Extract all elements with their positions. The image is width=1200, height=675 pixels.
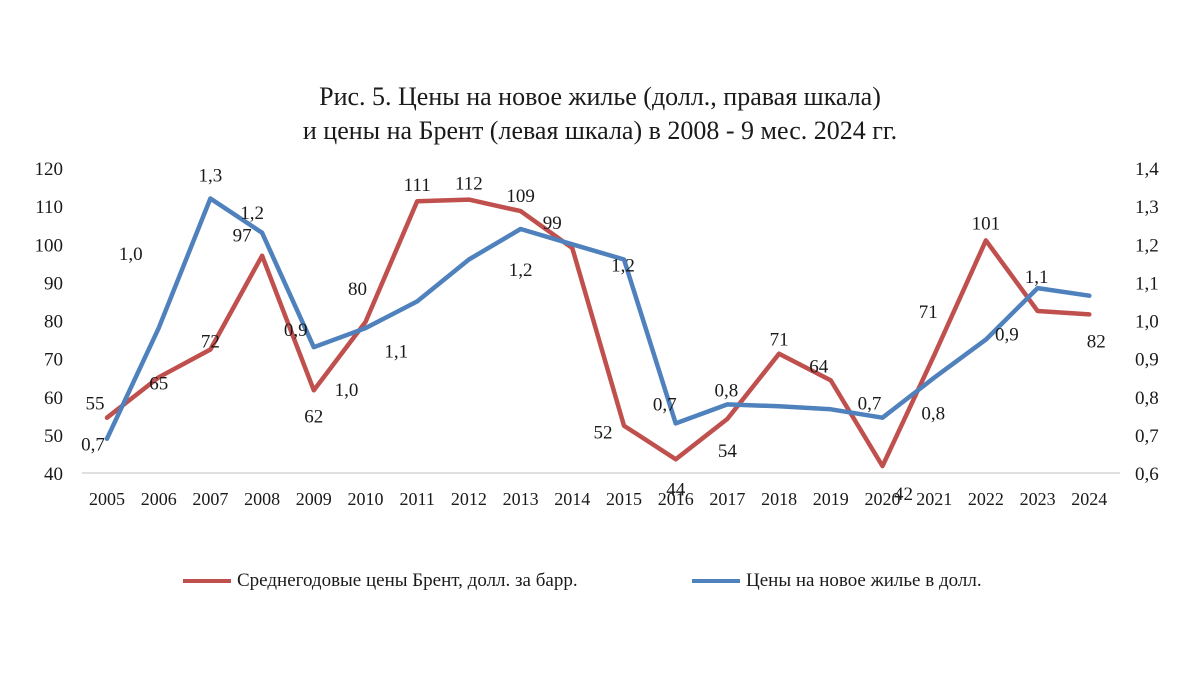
left-axis-tick-label: 80: [44, 312, 63, 333]
left-axis-tick-label: 70: [44, 350, 63, 371]
x-axis-tick-label: 2022: [968, 489, 1004, 509]
data-label-housing: 1,1: [384, 341, 408, 362]
left-axis-tick-label: 40: [44, 464, 63, 485]
legend: Среднегодовые цены Брент, долл. за барр.…: [0, 570, 1200, 600]
left-axis-tick-label: 110: [35, 197, 63, 218]
data-label-brent: 71: [770, 330, 789, 351]
chart-title: Рис. 5. Цены на новое жилье (долл., прав…: [0, 80, 1200, 148]
right-axis-tick-label: 1,4: [1135, 159, 1159, 180]
x-axis-tick-label: 2016: [658, 489, 694, 509]
legend-label-housing: Цены на новое жилье в долл.: [746, 570, 982, 591]
data-label-housing: 0,7: [81, 435, 105, 456]
legend-swatch-brent: [183, 579, 231, 583]
chart-title-line-2: и цены на Брент (левая шкала) в 2008 - 9…: [302, 116, 898, 145]
x-axis-tick-label: 2021: [916, 489, 952, 509]
data-label-brent: 62: [304, 406, 323, 427]
left-axis-tick-label: 60: [44, 388, 63, 409]
data-label-housing: 0,8: [715, 380, 739, 401]
x-axis-tick-label: 2015: [606, 489, 642, 509]
x-axis-tick-label: 2007: [192, 489, 228, 509]
x-axis-tick-label: 2012: [451, 489, 487, 509]
legend-item-brent: Среднегодовые цены Брент, долл. за барр.: [183, 570, 578, 592]
data-label-housing: 1,2: [240, 203, 264, 224]
x-axis-tick-label: 2020: [865, 489, 901, 509]
right-axis-tick-label: 0,8: [1135, 388, 1159, 409]
data-label-housing: 0,7: [858, 394, 882, 415]
chart-title-line-1: Рис. 5. Цены на новое жилье (долл., прав…: [319, 82, 881, 111]
x-axis-tick-label: 2010: [348, 489, 384, 509]
data-label-housing: 1,2: [611, 256, 635, 277]
data-label-brent: 72: [201, 331, 220, 352]
data-label-brent: 52: [594, 423, 613, 444]
data-label-housing: 1,1: [1025, 267, 1049, 288]
left-axis-tick-label: 100: [35, 235, 64, 256]
data-label-housing: 1,2: [509, 260, 533, 281]
data-label-brent: 44: [666, 479, 686, 500]
x-axis-tick-label: 2011: [400, 489, 435, 509]
left-axis-tick-label: 50: [44, 426, 63, 447]
data-label-brent: 109: [506, 186, 535, 207]
data-label-housing: 1,0: [119, 244, 143, 265]
x-axis-tick-label: 2019: [813, 489, 849, 509]
data-label-brent: 99: [543, 213, 562, 234]
data-label-brent: 55: [86, 394, 105, 415]
right-axis-tick-label: 1,3: [1135, 197, 1159, 218]
data-label-brent: 54: [718, 441, 738, 462]
data-label-brent: 111: [404, 175, 431, 196]
x-axis-tick-label: 2018: [761, 489, 797, 509]
data-label-brent: 112: [455, 174, 483, 195]
series-line-housing: [104, 196, 1092, 441]
right-axis-tick-label: 1,1: [1135, 273, 1159, 294]
data-label-housing: 1,3: [199, 166, 223, 187]
x-axis-tick-label: 2024: [1071, 489, 1107, 509]
data-label-brent: 82: [1087, 331, 1106, 352]
data-label-brent: 101: [972, 213, 1001, 234]
data-label-brent: 65: [149, 373, 168, 394]
x-axis-tick-label: 2014: [554, 489, 590, 509]
data-label-brent: 64: [809, 356, 829, 377]
left-axis-tick-label: 120: [35, 159, 64, 180]
data-label-brent: 42: [894, 484, 913, 505]
right-axis-tick-label: 0,6: [1135, 464, 1159, 485]
legend-swatch-housing: [692, 579, 740, 583]
data-label-housing: 1,0: [335, 380, 359, 401]
x-axis-tick-label: 2008: [244, 489, 280, 509]
left-axis-tick-label: 90: [44, 273, 63, 294]
right-axis-tick-label: 1,0: [1135, 312, 1159, 333]
line-chart: 40 50 60 70 80 90 100 110 120 0,6 0,7 0,8 0,9 1,0 1,1 1…: [35, 159, 1160, 509]
legend-item-housing: Цены на новое жилье в долл.: [692, 570, 982, 592]
x-axis-tick-label: 2023: [1020, 489, 1056, 509]
data-label-brent: 80: [348, 279, 367, 300]
x-axis-tick-label: 2009: [296, 489, 332, 509]
data-label-housing: 0,7: [653, 394, 677, 415]
right-axis-tick-label: 0,7: [1135, 426, 1159, 447]
data-label-housing: 0,8: [921, 404, 945, 425]
right-axis-tick-label: 1,2: [1135, 235, 1159, 256]
data-label-housing: 0,9: [284, 320, 308, 341]
data-label-housing: 0,9: [995, 325, 1019, 346]
x-axis-tick-label: 2005: [89, 489, 125, 509]
data-label-brent: 71: [919, 302, 938, 323]
series-line-brent: [104, 197, 1092, 469]
x-axis-tick-label: 2013: [503, 489, 539, 509]
data-label-brent: 97: [233, 226, 252, 247]
x-axis-tick-label: 2006: [141, 489, 177, 509]
right-axis-tick-label: 0,9: [1135, 350, 1159, 371]
x-axis-tick-label: 2017: [709, 489, 745, 509]
legend-label-brent: Среднегодовые цены Брент, долл. за барр.: [237, 570, 578, 591]
